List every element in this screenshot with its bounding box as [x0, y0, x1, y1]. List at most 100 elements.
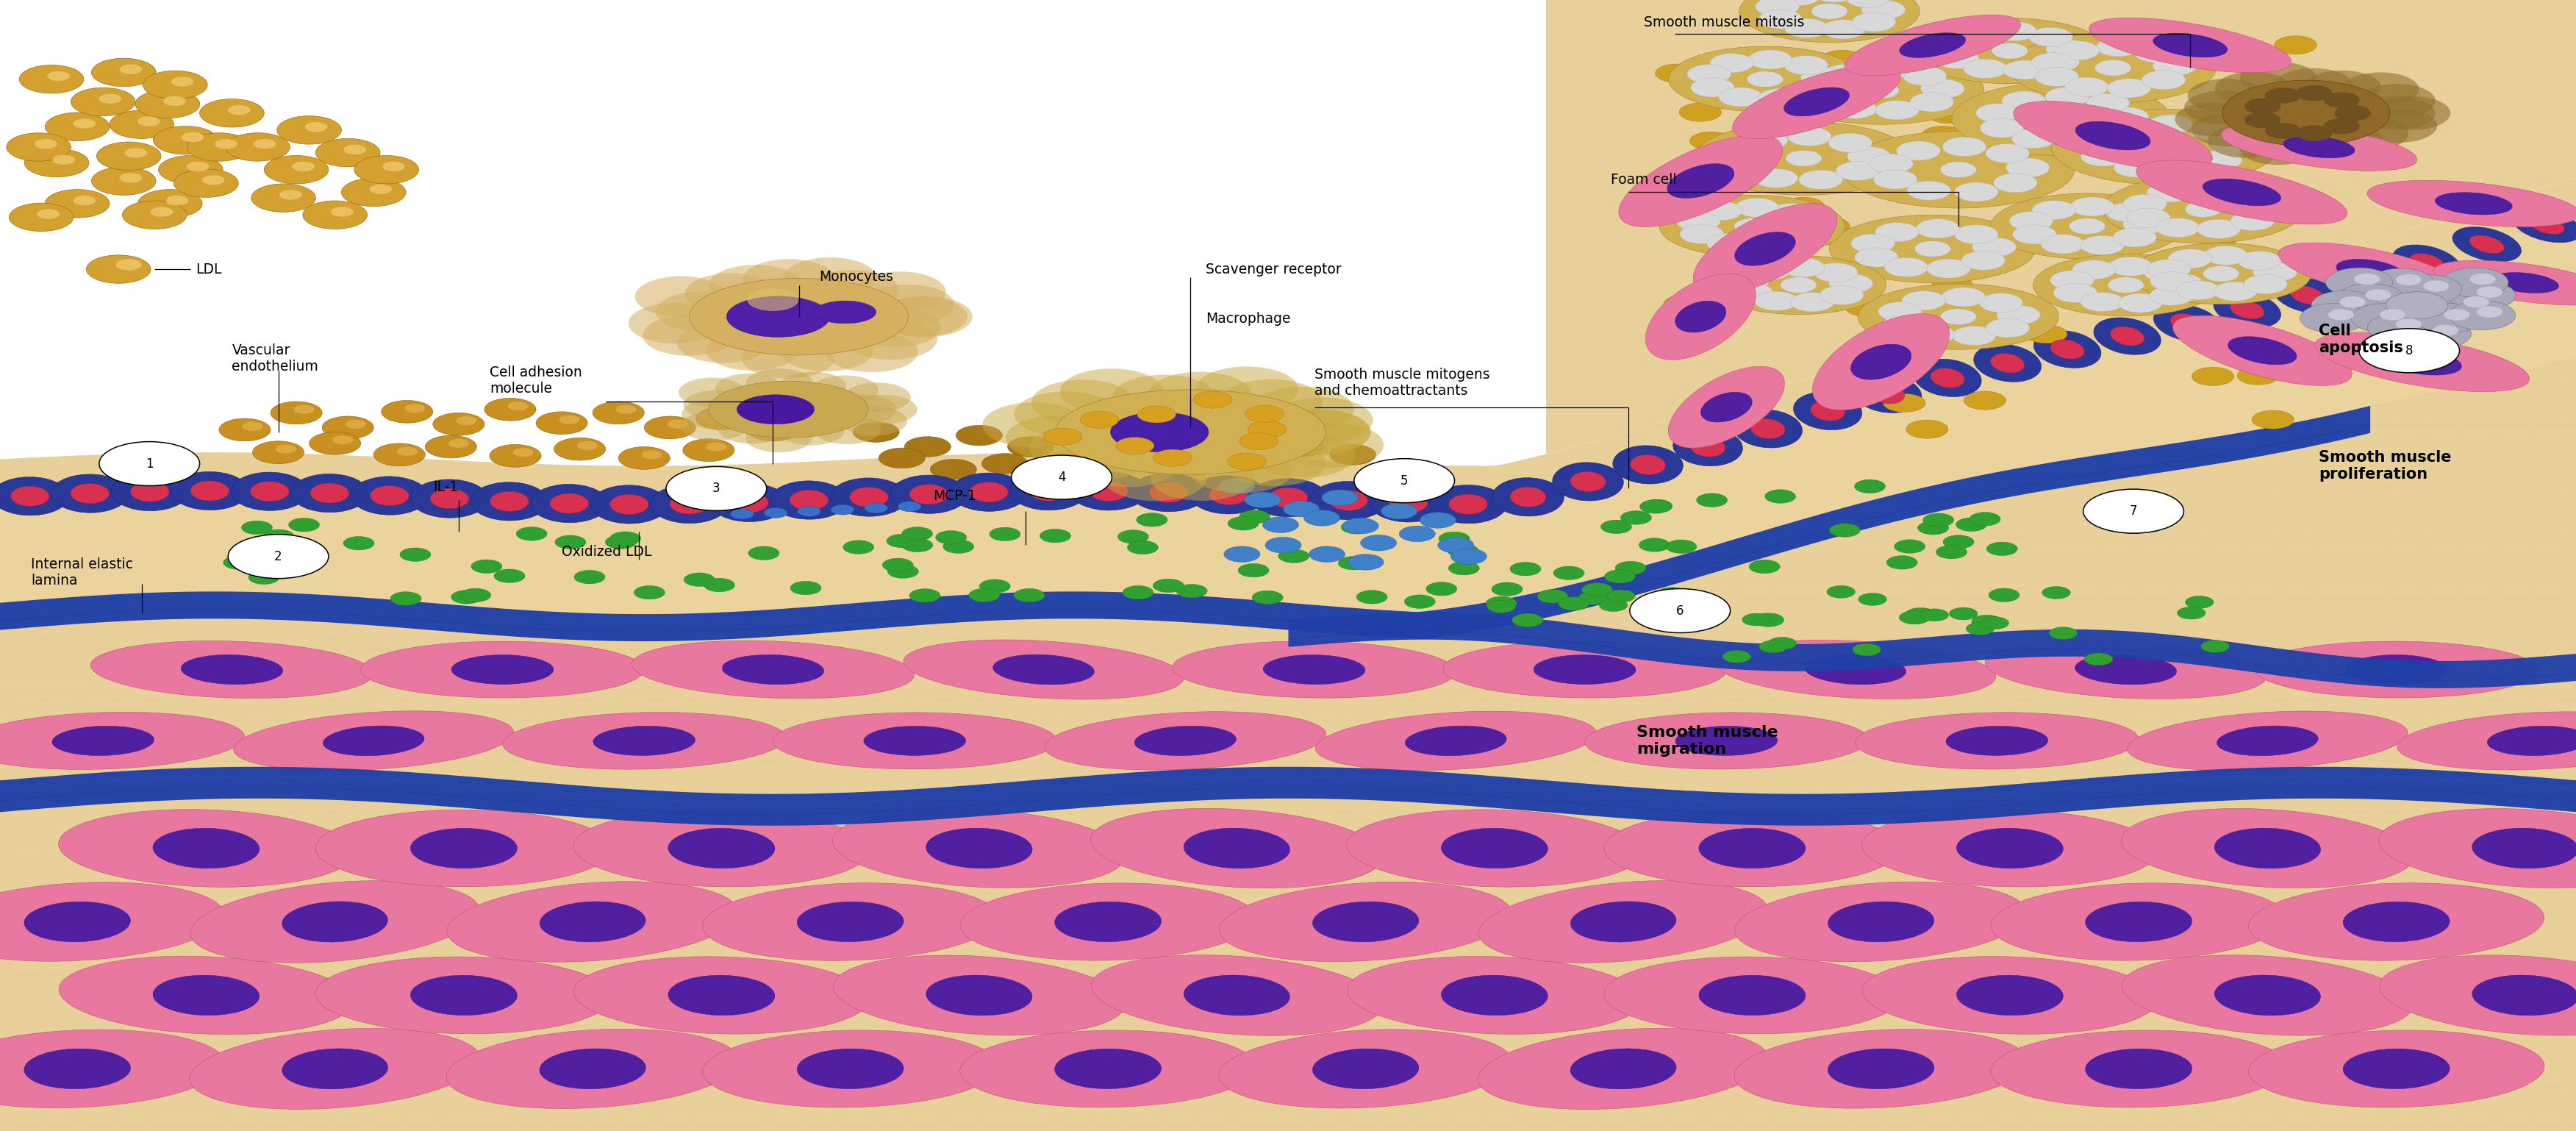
- Ellipse shape: [708, 381, 868, 438]
- Circle shape: [1726, 270, 1770, 290]
- Circle shape: [2043, 111, 2079, 127]
- Circle shape: [770, 422, 791, 431]
- Circle shape: [747, 418, 799, 441]
- Ellipse shape: [1667, 164, 1734, 198]
- Circle shape: [634, 276, 726, 317]
- Circle shape: [1865, 61, 1909, 80]
- Circle shape: [1620, 511, 1651, 525]
- Ellipse shape: [2367, 180, 2576, 227]
- Ellipse shape: [502, 713, 786, 769]
- Circle shape: [866, 503, 886, 513]
- Circle shape: [629, 303, 721, 344]
- Ellipse shape: [1667, 366, 1785, 448]
- Circle shape: [1512, 613, 1543, 627]
- Circle shape: [1978, 293, 2022, 312]
- Circle shape: [592, 402, 644, 424]
- Text: Cell adhesion
molecule: Cell adhesion molecule: [489, 365, 582, 396]
- Circle shape: [8, 202, 72, 231]
- Circle shape: [1252, 432, 1355, 477]
- Circle shape: [515, 527, 546, 541]
- Ellipse shape: [1128, 473, 1206, 511]
- Circle shape: [1118, 530, 1149, 544]
- Ellipse shape: [1695, 122, 1911, 195]
- Ellipse shape: [2172, 316, 2352, 386]
- Text: Smooth muscle mitosis: Smooth muscle mitosis: [1643, 16, 1803, 29]
- Circle shape: [2177, 280, 2221, 300]
- Ellipse shape: [410, 480, 487, 518]
- Ellipse shape: [961, 1030, 1255, 1107]
- Circle shape: [404, 404, 425, 413]
- Circle shape: [1942, 535, 1973, 549]
- Ellipse shape: [1172, 641, 1455, 698]
- Ellipse shape: [1605, 810, 1899, 887]
- Ellipse shape: [788, 490, 827, 510]
- Ellipse shape: [1911, 18, 2107, 84]
- Circle shape: [139, 190, 204, 217]
- Ellipse shape: [2110, 327, 2143, 346]
- Ellipse shape: [2089, 18, 2290, 72]
- Circle shape: [2184, 90, 2262, 124]
- Ellipse shape: [574, 957, 868, 1034]
- Circle shape: [2069, 269, 2110, 288]
- Ellipse shape: [1190, 475, 1267, 513]
- Circle shape: [21, 64, 85, 93]
- Circle shape: [1340, 520, 1370, 534]
- Ellipse shape: [2084, 901, 2192, 942]
- Circle shape: [2236, 251, 2280, 270]
- Circle shape: [2081, 93, 2125, 112]
- Circle shape: [1844, 299, 1888, 317]
- Ellipse shape: [489, 491, 528, 511]
- Circle shape: [1355, 590, 1386, 604]
- Ellipse shape: [180, 655, 283, 684]
- Circle shape: [1953, 225, 1996, 244]
- Ellipse shape: [1553, 463, 1623, 501]
- Circle shape: [778, 372, 845, 402]
- Circle shape: [1218, 379, 1321, 424]
- Circle shape: [265, 156, 330, 184]
- Circle shape: [1981, 616, 2009, 629]
- Ellipse shape: [2102, 175, 2303, 243]
- Ellipse shape: [2313, 333, 2530, 391]
- Ellipse shape: [152, 975, 260, 1016]
- Circle shape: [677, 378, 744, 407]
- Circle shape: [2380, 309, 2406, 320]
- Ellipse shape: [317, 810, 611, 887]
- Ellipse shape: [1631, 455, 1664, 475]
- Circle shape: [448, 439, 469, 448]
- Circle shape: [1901, 291, 1945, 310]
- Text: Macrophage: Macrophage: [1206, 312, 1291, 326]
- Circle shape: [1814, 227, 1855, 245]
- Circle shape: [1267, 409, 1370, 455]
- Ellipse shape: [1533, 655, 1636, 684]
- Ellipse shape: [1182, 828, 1291, 869]
- Ellipse shape: [1311, 1048, 1419, 1089]
- Circle shape: [899, 501, 922, 511]
- Circle shape: [471, 560, 502, 573]
- Ellipse shape: [2383, 348, 2460, 375]
- Circle shape: [1236, 563, 1267, 577]
- Circle shape: [1754, 169, 1798, 188]
- Circle shape: [2174, 102, 2251, 136]
- Circle shape: [2105, 107, 2148, 127]
- Circle shape: [824, 331, 917, 372]
- Circle shape: [2012, 129, 2056, 148]
- Ellipse shape: [234, 711, 513, 770]
- Circle shape: [1847, 147, 1891, 166]
- Circle shape: [1267, 409, 1370, 455]
- Circle shape: [1798, 76, 1842, 95]
- Circle shape: [2143, 262, 2187, 282]
- Circle shape: [1996, 305, 2040, 325]
- Ellipse shape: [796, 901, 904, 942]
- Ellipse shape: [10, 486, 49, 507]
- Circle shape: [1103, 456, 1206, 501]
- Circle shape: [1195, 366, 1298, 412]
- Ellipse shape: [1479, 1028, 1767, 1110]
- Circle shape: [2352, 303, 2419, 333]
- Circle shape: [2141, 70, 2184, 89]
- Ellipse shape: [2120, 809, 2414, 888]
- Circle shape: [1932, 277, 1973, 295]
- Ellipse shape: [2468, 235, 2504, 253]
- Circle shape: [1710, 53, 1754, 72]
- Circle shape: [1855, 480, 1886, 493]
- Circle shape: [2102, 119, 2146, 138]
